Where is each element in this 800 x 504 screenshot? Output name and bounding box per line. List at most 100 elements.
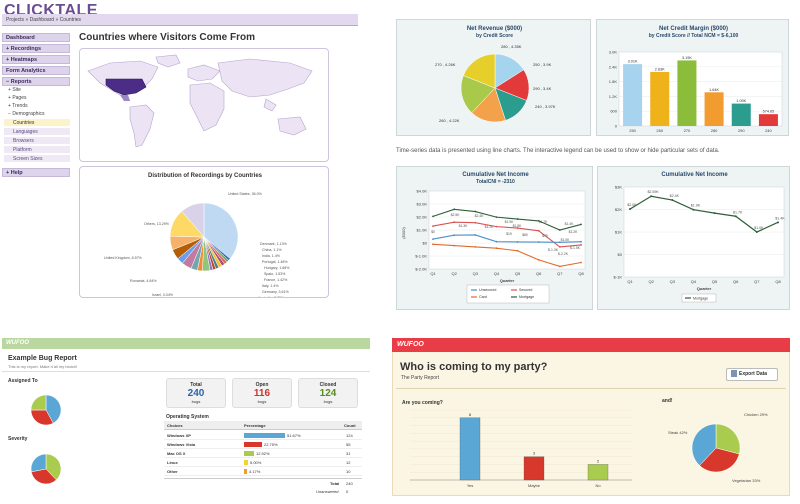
cni-point-label: $1.8K — [513, 224, 523, 228]
country-pie-label: Israel, 3.04% — [152, 293, 174, 297]
food-pie-slice — [691, 423, 717, 466]
margin-xtick: 280 — [711, 128, 718, 133]
country-pie-label: India, 1.4% — [262, 254, 281, 258]
nav-site[interactable]: + Site — [8, 87, 21, 93]
cni-xtick: Q5 — [515, 271, 521, 276]
nav-countries[interactable]: Countries — [4, 119, 70, 127]
margin-bar — [677, 60, 697, 126]
os-row-bar — [244, 460, 248, 465]
margin-xtick: 250 — [629, 128, 636, 133]
party-bar — [523, 456, 545, 481]
cni-point — [495, 225, 498, 228]
cni-point — [558, 241, 561, 244]
net-revenue-title: Net Revenue ($000) — [466, 26, 523, 32]
os-row-percent: 5.00% — [250, 460, 262, 465]
export-icon — [731, 370, 737, 378]
nav-form-analytics[interactable]: Form Analytics — [2, 66, 70, 75]
margin-bar — [758, 114, 778, 126]
cni-ytick: $-2.0K — [415, 267, 427, 272]
nav-trends[interactable]: + Trends — [8, 103, 28, 109]
os-row-count: 124 — [346, 433, 353, 438]
stat-closed-value: 124 — [319, 388, 337, 399]
stat-open-value: 116 — [253, 388, 271, 399]
cni2-point — [671, 199, 674, 202]
cni2-legend — [681, 293, 717, 303]
cni-ytick: $3.0K — [417, 202, 428, 207]
cni-point — [580, 244, 582, 246]
cni2-xtick: Q6 — [733, 279, 739, 284]
cni-point — [474, 210, 477, 213]
export-data-button[interactable]: Export Data — [726, 368, 778, 381]
nav-recordings-label: Recordings — [10, 46, 42, 52]
cni-xlabel: Quarter — [500, 278, 515, 283]
cni2-point — [734, 215, 737, 218]
nav-heatmaps-label: Heatmaps — [10, 57, 38, 63]
revenue-pie-label: 250 , 3.9K — [533, 62, 552, 67]
party-brand-logo: WUFOO — [397, 341, 424, 348]
cni-point — [580, 261, 582, 264]
os-row-count: 12 — [346, 460, 351, 465]
countries-pie: United States, 36.0% Others, 13.29% United… — [104, 192, 290, 297]
cni-point-label: $-1.3K — [548, 248, 559, 252]
cni-point — [453, 208, 456, 211]
cni-point — [453, 234, 456, 237]
nav-recordings[interactable]: + Recordings — [2, 44, 70, 53]
margin-value-label: 574.65 — [763, 110, 775, 114]
nav-screen-sizes[interactable]: Screen Sizes — [4, 155, 70, 163]
cni-point-label: $2.5K — [451, 213, 461, 217]
os-col-count: Count — [344, 423, 356, 428]
stat-total-value: 240 — [187, 388, 205, 399]
stat-closed-label: Closed — [319, 382, 337, 388]
cni-point — [432, 225, 434, 227]
country-pie-label: Denmark, 1.13% — [260, 242, 288, 246]
assigned-pie-slice — [30, 394, 47, 411]
os-row-name: Mac OS X — [167, 451, 186, 456]
os-row-percent: 4.17% — [249, 469, 261, 474]
os-row-name: Linux — [167, 460, 178, 465]
cni2-point — [777, 221, 779, 224]
os-table-row: Other 4.17% 10 — [164, 467, 362, 476]
cni-point — [474, 234, 477, 236]
os-row-name: Other — [167, 469, 178, 474]
usa-highlight[interactable] — [105, 78, 147, 96]
cni-point-label: $75 — [542, 234, 548, 238]
margin-subtitle: by Credit Score // Total NCM = $-6,100 — [648, 33, 739, 39]
os-row-percent: 22.75% — [264, 442, 278, 447]
cni-ytick: $2.0K — [417, 215, 428, 220]
food-pie-slice — [715, 423, 741, 455]
cni-series-line — [432, 243, 582, 267]
cni2-point-label: $1.4K — [775, 216, 785, 220]
margin-xtick: 290 — [738, 128, 745, 133]
net-revenue-subtitle: by Credit Score — [476, 33, 513, 39]
nav-reports[interactable]: − Reports — [2, 77, 70, 86]
cni2-ytick: $-1K — [614, 275, 623, 280]
nav-platform[interactable]: Platform — [4, 146, 70, 154]
margin-ytick: 2.4K — [609, 64, 618, 69]
cni-series-line — [432, 208, 582, 231]
cni-point-label: $1.2K — [569, 230, 579, 234]
cni-point-label: $2.4K — [475, 214, 485, 218]
nav-help[interactable]: + Help — [2, 168, 70, 177]
nav-languages[interactable]: Languages — [4, 128, 70, 136]
cni-xtick: Q3 — [473, 271, 479, 276]
cni2-xlabel: Quarter — [697, 286, 712, 291]
nav-heatmaps[interactable]: + Heatmaps — [2, 55, 70, 64]
margin-value-label: 1.64K — [709, 88, 719, 92]
country-pie-label: France, 1.42% — [264, 278, 288, 282]
nav-pages[interactable]: + Pages — [8, 95, 27, 101]
cni-xtick: Q6 — [536, 271, 542, 276]
cni2-ytick: $3K — [615, 185, 622, 190]
nav-browsers[interactable]: Browsers — [4, 137, 70, 145]
country-pie-slice — [181, 202, 205, 238]
country-pie-label: Others, 13.29% — [144, 222, 170, 226]
party-subtitle: The Party Report — [401, 375, 440, 381]
os-row-name: Windows XP — [167, 433, 191, 438]
cni2-point — [629, 208, 631, 211]
cni-point-label: $1.3K — [459, 224, 469, 228]
revenue-pie-label: 290 , 3.4K — [533, 86, 552, 91]
nav-demographics[interactable]: − Demographics — [8, 111, 45, 117]
stat-total-label: Total — [190, 382, 202, 388]
cni2-point-label: $2.59K — [647, 190, 659, 194]
nav-dashboard[interactable]: Dashboard — [2, 33, 70, 42]
nav-trends-label: Trends — [12, 103, 28, 109]
